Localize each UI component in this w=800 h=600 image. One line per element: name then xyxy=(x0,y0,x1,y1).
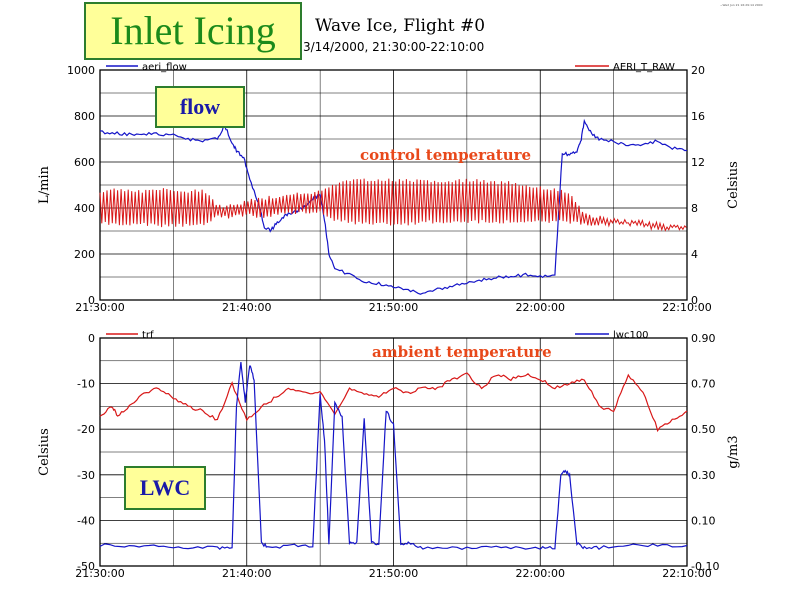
y-right-tick-label: 0.90 xyxy=(691,332,716,345)
y-left-tick-label: 400 xyxy=(74,202,95,215)
y-left-tick-label: -10 xyxy=(77,378,95,391)
y-left-tick-label: 1000 xyxy=(67,64,95,77)
y-right-tick-label: -0.10 xyxy=(691,560,719,573)
legend-label-lwc100: lwc100 xyxy=(613,330,649,341)
legend-label-AERI_T_RAW: AERI_T_RAW xyxy=(613,62,675,73)
x-tick-label: 21:40:00 xyxy=(222,301,271,314)
chart-title: Wave Ice, Flight #0 xyxy=(315,16,486,36)
y-left-tick-label: -40 xyxy=(77,514,95,527)
y-right-axis-title: g/m3 xyxy=(726,435,741,468)
x-tick-label: 22:10:00 xyxy=(662,301,711,314)
y-left-tick-label: -30 xyxy=(77,469,95,482)
annotation-top: control temperature xyxy=(360,146,531,164)
flow-tag: flow xyxy=(155,86,245,128)
series-line-lwc100 xyxy=(99,362,688,551)
y-left-tick-label: -20 xyxy=(77,423,95,436)
y-left-tick-label: -50 xyxy=(77,560,95,573)
series-line-trf xyxy=(99,372,688,433)
y-right-tick-label: 0.50 xyxy=(691,423,716,436)
y-right-tick-label: 0 xyxy=(691,294,698,307)
x-tick-label: 22:00:00 xyxy=(516,567,565,580)
x-tick-label: 21:30:00 xyxy=(75,301,124,314)
y-right-tick-label: 8 xyxy=(691,202,698,215)
y-right-tick-label: 20 xyxy=(691,64,705,77)
y-right-tick-label: 4 xyxy=(691,248,698,261)
legend-label-aeri_flow: aeri_flow xyxy=(142,62,187,73)
y-right-tick-label: 12 xyxy=(691,156,705,169)
y-left-tick-label: 0 xyxy=(88,332,95,345)
y-left-tick-label: 800 xyxy=(74,110,95,123)
y-left-axis-title: Celsius xyxy=(37,428,52,476)
series-line-AERI_T_RAW xyxy=(99,178,687,232)
y-right-tick-label: 0.10 xyxy=(691,514,716,527)
banner-title: Inlet Icing xyxy=(84,2,302,60)
bottom-chart: -50 -40 -30 -20 -10 0 -0.10 0.10 0.30 0.50 0.70 0.9… xyxy=(37,330,741,580)
y-left-axis-title: L/min xyxy=(37,165,52,203)
x-tick-label: 21:40:00 xyxy=(222,567,271,580)
x-tick-label: 21:50:00 xyxy=(369,567,418,580)
x-tick-label: 21:50:00 xyxy=(369,301,418,314)
x-tick-label: 22:10:00 xyxy=(662,567,711,580)
y-right-axis-title: Celsius xyxy=(726,161,741,209)
y-left-tick-label: 200 xyxy=(74,248,95,261)
top-chart: 0 200 400 600 800 1000 0 4 8 12 16 20 21:30:00 21:40:… xyxy=(37,62,741,314)
credit-text: ~Wed Jun 21 16:29:14 2000 xyxy=(720,3,763,7)
y-right-tick-label: 0.70 xyxy=(691,378,716,391)
chart-subtitle: 3/14/2000, 21:30:00-22:10:00 xyxy=(303,40,485,54)
legend-label-trf: trf xyxy=(142,330,154,341)
y-right-tick-label: 16 xyxy=(691,110,705,123)
lwc-tag: LWC xyxy=(124,466,206,510)
y-left-tick-label: 600 xyxy=(74,156,95,169)
y-left-tick-label: 0 xyxy=(88,294,95,307)
y-right-tick-label: 0.30 xyxy=(691,469,716,482)
annotation-bottom: ambient temperature xyxy=(372,343,552,361)
x-tick-label: 22:00:00 xyxy=(516,301,565,314)
x-tick-label: 21:30:00 xyxy=(75,567,124,580)
